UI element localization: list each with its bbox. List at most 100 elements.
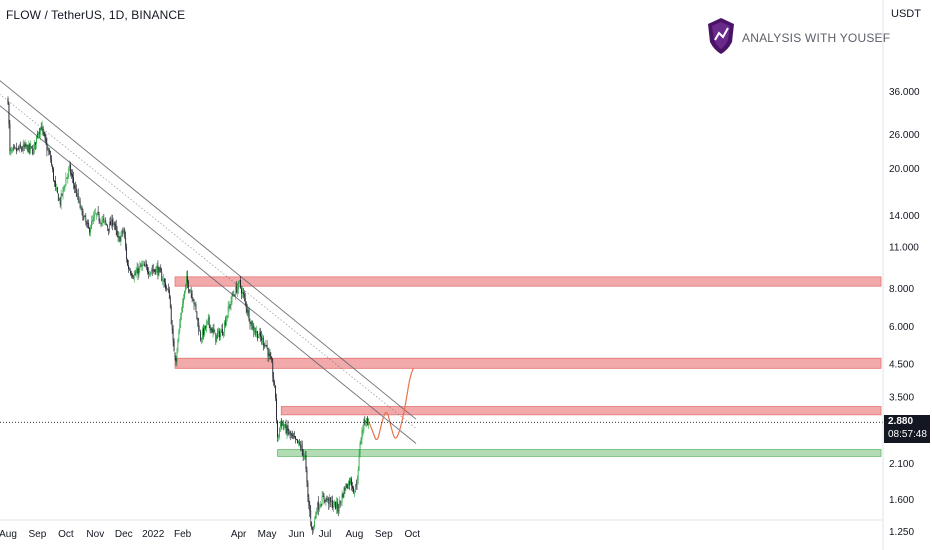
candle [58, 197, 60, 201]
candle [331, 496, 333, 508]
candle [119, 235, 121, 242]
time-axis[interactable]: Aug Sep Oct Nov Dec 2022 Feb Apr May Jun Jul Aug Sep… [0, 529, 420, 540]
candle-body [67, 174, 69, 179]
candle-body [216, 335, 218, 343]
candle [277, 419, 278, 443]
candle [125, 231, 127, 251]
candle [354, 483, 356, 493]
candle-body [290, 431, 292, 436]
candle [207, 313, 209, 326]
candle-body [18, 145, 20, 151]
candle [9, 119, 11, 155]
candle [212, 324, 214, 338]
candle-body [111, 219, 113, 226]
candle [102, 215, 104, 227]
candle [115, 219, 117, 236]
candle [192, 297, 194, 301]
candle-body [11, 150, 13, 152]
candle [37, 131, 39, 139]
candle-body [61, 193, 63, 196]
candle [71, 169, 72, 179]
candle [239, 279, 240, 284]
candle [112, 217, 114, 227]
candle [198, 318, 200, 336]
candle [265, 344, 267, 347]
candle-body [57, 193, 59, 202]
candle [74, 181, 76, 193]
candle-body [218, 330, 220, 334]
candle [217, 328, 219, 339]
candle [237, 282, 239, 297]
candle [49, 148, 51, 155]
x-tick-label: Oct [404, 529, 420, 540]
candle-body [284, 423, 286, 427]
candle [124, 227, 126, 239]
candle-body [206, 320, 208, 324]
candle-body [334, 501, 335, 506]
candle [72, 169, 73, 184]
candle-body [39, 128, 41, 135]
candle [330, 496, 332, 507]
candle-body [110, 221, 111, 226]
candle-body [267, 348, 269, 357]
candle-body [232, 294, 234, 296]
candle-body [293, 436, 295, 438]
candle [39, 127, 41, 141]
candle [208, 314, 210, 328]
candle-body [48, 150, 50, 153]
candle-body [129, 269, 130, 271]
candle [97, 205, 99, 215]
candle [15, 146, 16, 150]
candle-body [294, 436, 295, 438]
candle [336, 498, 338, 514]
candle-body [128, 265, 129, 270]
candle-body [245, 301, 247, 309]
candle [65, 172, 67, 187]
candle [228, 300, 230, 312]
candle [179, 318, 181, 334]
candle-body [17, 147, 18, 151]
candle [77, 188, 79, 204]
candle-body [215, 333, 217, 342]
candle-body [230, 301, 232, 305]
candle-body [201, 338, 202, 342]
candle-body [291, 434, 293, 436]
candle-body [346, 483, 348, 488]
candle [23, 141, 25, 151]
currency-label[interactable]: USDT [891, 8, 921, 20]
projection-path [368, 368, 414, 441]
candle-body [104, 220, 106, 222]
candle [261, 333, 263, 345]
candle [307, 480, 309, 503]
candle [311, 521, 313, 531]
candle [365, 420, 367, 427]
candle [153, 269, 155, 272]
candle [325, 497, 327, 507]
candle-body [297, 439, 298, 443]
candle-body [338, 501, 340, 512]
candle [79, 197, 81, 210]
candle-body [258, 336, 259, 339]
candle-body [89, 228, 91, 233]
candle-body [248, 309, 250, 321]
candle [47, 143, 49, 151]
candle-body [309, 506, 311, 512]
candle-body [204, 325, 205, 335]
candle-body [158, 268, 160, 277]
candle [121, 229, 123, 238]
candle-body [182, 303, 184, 312]
candle-body [130, 273, 132, 276]
price-axis[interactable]: 36.000 26.000 20.000 14.000 11.000 8.000 6.000… [889, 87, 920, 538]
candle-body [50, 154, 52, 160]
candle [355, 479, 357, 490]
candle-body [225, 318, 227, 326]
candle-body [343, 487, 345, 498]
candle [361, 427, 363, 445]
candle-body [152, 269, 154, 271]
candle-body [34, 142, 35, 149]
candle [353, 485, 354, 495]
candle [269, 349, 271, 360]
candle-body [211, 327, 213, 333]
candle-body [82, 210, 84, 221]
